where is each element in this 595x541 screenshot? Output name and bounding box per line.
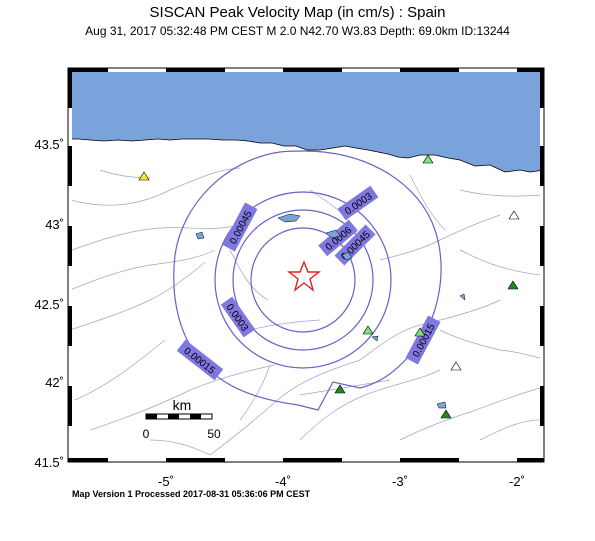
- frame-segment: [166, 68, 225, 72]
- frame-segment: [68, 458, 108, 462]
- lon-label: -2˚: [509, 474, 525, 489]
- frame-segment: [68, 68, 108, 72]
- frame-segment: [108, 458, 166, 462]
- frame-segment: [540, 306, 544, 346]
- rivers: [69, 167, 541, 456]
- frame-segment: [400, 458, 459, 462]
- frame-segment: [68, 108, 72, 146]
- frame-segment: [68, 346, 72, 386]
- frame-segment: [459, 68, 517, 72]
- frame-segment: [540, 426, 544, 462]
- frame-segment: [540, 266, 544, 306]
- reservoirs: [195, 213, 466, 409]
- frame-segment: [342, 458, 400, 462]
- map-frame: [67, 67, 545, 463]
- frame-segment: [540, 186, 544, 226]
- lon-label: -4˚: [275, 474, 291, 489]
- pgv-contours: [173, 150, 442, 411]
- frame-segment: [68, 426, 72, 462]
- frame-segment: [225, 458, 283, 462]
- lon-label: -3˚: [392, 474, 408, 489]
- frame-segment: [68, 306, 72, 346]
- scale-bar: km 0 50: [143, 397, 221, 441]
- frame-segment: [517, 68, 544, 72]
- frame-segment: [166, 458, 225, 462]
- lat-label: 42˚: [45, 375, 64, 390]
- sea-area: [67, 67, 545, 173]
- frame-segment: [400, 68, 459, 72]
- map-title: SISCAN Peak Velocity Map (in cm/s) : Spa…: [149, 4, 446, 21]
- frame-segment: [540, 226, 544, 266]
- star-icon: [286, 260, 322, 292]
- scale-end: 50: [207, 427, 221, 441]
- frame-segment: [68, 386, 72, 426]
- lat-label: 41.5˚: [34, 455, 64, 470]
- triangle-icon: [414, 327, 426, 337]
- lat-label: 43.5˚: [34, 137, 64, 152]
- triangle-icon: [508, 210, 520, 220]
- triangle-icon: [362, 325, 374, 335]
- frame-segment: [342, 68, 400, 72]
- frame-segment: [68, 186, 72, 226]
- frame-segment: [459, 458, 517, 462]
- frame-segment: [517, 458, 544, 462]
- map-version-footer: Map Version 1 Processed 2017-08-31 05:36…: [72, 489, 311, 499]
- stations: [138, 154, 520, 419]
- lat-label: 43˚: [45, 217, 64, 232]
- frame-segment: [68, 68, 72, 108]
- frame-segment: [540, 386, 544, 426]
- frame-segment: [540, 108, 544, 146]
- frame-segment: [108, 68, 166, 72]
- frame-segment: [68, 266, 72, 306]
- lon-label: -5˚: [158, 474, 174, 489]
- triangle-icon: [507, 280, 519, 290]
- triangle-icon: [138, 171, 150, 181]
- frame-segment: [283, 458, 342, 462]
- frame-segment: [68, 226, 72, 266]
- frame-segment: [68, 146, 72, 186]
- triangle-icon: [450, 361, 462, 371]
- frame-segment: [540, 68, 544, 108]
- scale-unit: km: [173, 397, 192, 413]
- scale-start: 0: [143, 427, 150, 441]
- frame-segment: [540, 346, 544, 386]
- event-details: Aug 31, 2017 05:32:48 PM CEST M 2.0 N42.…: [85, 24, 510, 38]
- triangle-icon: [422, 154, 434, 164]
- lat-label: 42.5˚: [34, 297, 64, 312]
- frame-segment: [225, 68, 283, 72]
- frame-segment: [283, 68, 342, 72]
- triangle-icon: [440, 409, 452, 419]
- frame-segment: [540, 146, 544, 186]
- triangle-icon: [334, 384, 346, 394]
